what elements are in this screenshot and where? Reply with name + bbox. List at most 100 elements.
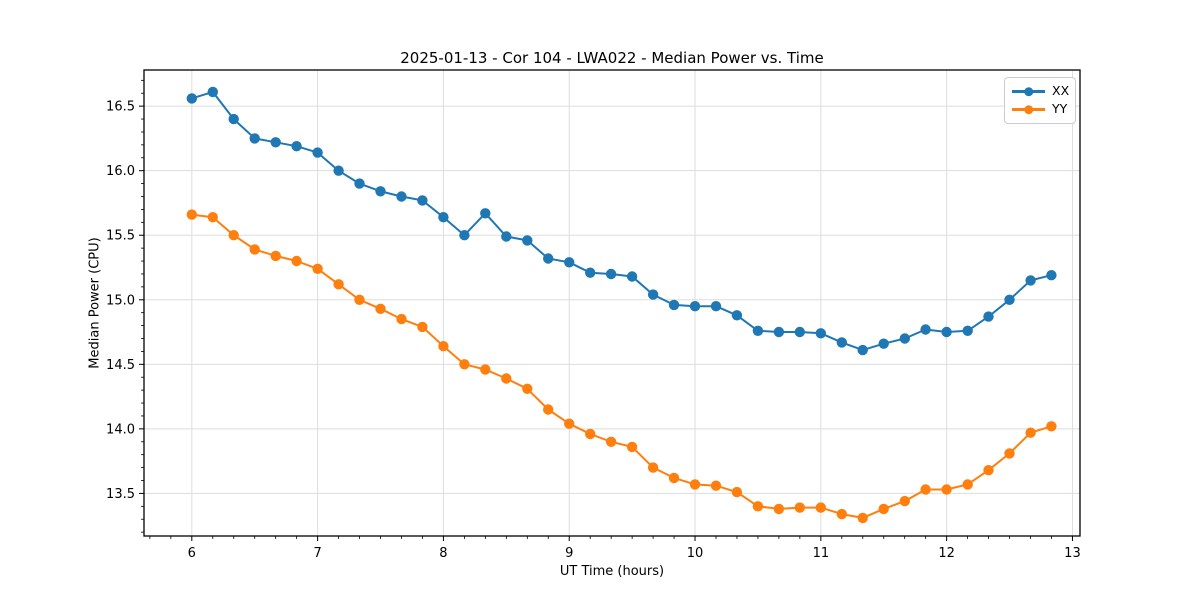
data-point — [459, 359, 470, 370]
legend-line-sample-yy — [1012, 104, 1045, 115]
data-point — [501, 231, 512, 242]
x-axis-label: UT Time (hours) — [559, 564, 665, 579]
data-point — [249, 244, 260, 255]
data-point — [396, 313, 407, 325]
data-point — [857, 512, 868, 524]
data-point — [270, 137, 281, 148]
data-point — [899, 333, 910, 344]
data-point — [480, 364, 491, 375]
legend-entry-yy: YY — [1012, 102, 1067, 117]
axis-ticks — [139, 105, 1073, 541]
data-point — [1025, 427, 1036, 438]
x-tick-label: 6 — [188, 546, 196, 561]
y-tick-label: 16.5 — [106, 100, 135, 115]
data-point — [815, 502, 826, 513]
y-tick-label: 15.0 — [106, 293, 135, 308]
data-point — [375, 303, 386, 314]
data-point — [626, 441, 638, 453]
data-point — [857, 344, 868, 356]
data-point — [564, 418, 575, 429]
data-point — [920, 324, 931, 335]
minor-ticks — [141, 79, 1052, 539]
data-point — [647, 462, 659, 473]
series-YY — [186, 209, 1057, 524]
data-point — [731, 310, 743, 321]
data-point — [438, 341, 449, 352]
data-point — [249, 133, 260, 144]
series-XX — [186, 86, 1057, 356]
data-point — [228, 113, 239, 125]
data-point — [354, 294, 365, 305]
data-point — [794, 502, 805, 513]
data-point — [731, 486, 743, 498]
data-point — [605, 268, 617, 280]
data-point — [878, 338, 889, 349]
data-point — [899, 495, 910, 507]
data-point — [417, 321, 428, 333]
series-YY-line — [191, 213, 1052, 519]
data-point — [815, 328, 826, 339]
data-point — [773, 503, 785, 515]
data-point — [585, 428, 596, 440]
legend-marker-yy — [1023, 104, 1034, 115]
data-point — [312, 147, 323, 158]
data-point — [983, 311, 994, 322]
data-point — [480, 208, 491, 219]
data-point — [585, 267, 596, 278]
data-point — [878, 503, 889, 515]
data-point — [417, 195, 428, 206]
y-tick-label: 15.5 — [106, 229, 135, 244]
data-point — [228, 230, 239, 241]
data-point — [564, 257, 575, 268]
data-point — [333, 165, 344, 176]
y-tick-label: 14.5 — [106, 358, 135, 373]
y-tick-label: 16.0 — [106, 164, 135, 179]
data-point — [522, 383, 533, 394]
data-point — [920, 484, 931, 495]
axes-frame — [143, 69, 1081, 537]
data-point — [291, 141, 302, 152]
data-point — [354, 178, 365, 189]
chart-title: 2025-01-13 - Cor 104 - LWA022 - Median P… — [400, 49, 824, 67]
y-tick-label: 14.0 — [106, 422, 135, 437]
data-point — [794, 326, 805, 338]
data-point — [207, 212, 218, 223]
data-point — [501, 373, 512, 384]
data-point — [543, 404, 554, 415]
legend-label-yy: YY — [1052, 101, 1068, 117]
x-tick-label: 8 — [439, 546, 447, 561]
data-point — [668, 472, 680, 484]
y-tick-label: 13.5 — [106, 487, 135, 502]
y-axis-label: Median Power (CPU) — [87, 237, 103, 369]
data-point — [459, 230, 470, 241]
data-point — [375, 186, 386, 197]
data-point — [438, 212, 449, 223]
data-point — [962, 325, 973, 336]
data-point — [605, 436, 617, 447]
data-point — [773, 326, 785, 338]
data-point — [1025, 275, 1036, 286]
x-tick-label: 10 — [687, 546, 704, 561]
data-point — [689, 301, 701, 312]
data-point — [1046, 421, 1057, 432]
legend-marker-xx — [1023, 86, 1034, 97]
series-XX-line — [191, 90, 1052, 352]
data-point — [941, 326, 952, 338]
data-point — [312, 263, 323, 274]
data-point — [962, 479, 973, 490]
legend-line-sample-xx — [1012, 86, 1045, 97]
data-point — [668, 299, 680, 311]
legend-label-xx: XX — [1052, 83, 1070, 99]
tick-labels: 6 7 8 9 10 11 12 13 13.5 14.0 14.5 15.0 15.5 16.0 16.5 — [106, 100, 1081, 561]
data-point — [207, 86, 218, 98]
data-point — [689, 479, 701, 490]
data-point — [836, 508, 847, 520]
data-point — [186, 209, 197, 220]
data-point — [710, 480, 722, 491]
data-point — [291, 255, 302, 267]
data-point — [1004, 294, 1015, 305]
data-point — [522, 235, 533, 246]
data-point — [626, 271, 638, 282]
